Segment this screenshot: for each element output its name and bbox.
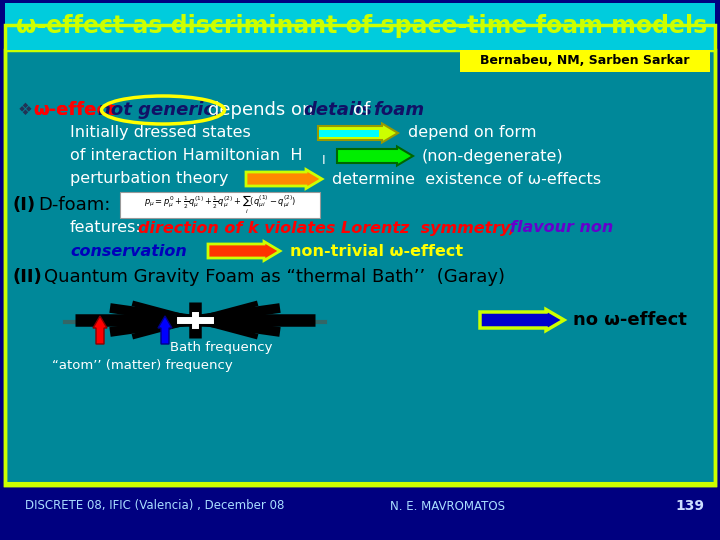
Text: 139: 139 bbox=[675, 499, 704, 513]
Text: (II): (II) bbox=[12, 268, 42, 286]
Text: no ω-effect: no ω-effect bbox=[573, 311, 687, 329]
Text: ω-effect: ω-effect bbox=[33, 101, 116, 119]
Text: “atom’’ (matter) frequency: “atom’’ (matter) frequency bbox=[52, 359, 233, 372]
Text: (I): (I) bbox=[12, 196, 35, 214]
Bar bbox=[5, 3, 715, 50]
Text: flavour non: flavour non bbox=[510, 220, 613, 235]
Text: of interaction Hamiltonian  H: of interaction Hamiltonian H bbox=[70, 148, 302, 164]
FancyArrow shape bbox=[319, 130, 379, 137]
Text: foam: foam bbox=[373, 101, 424, 119]
FancyArrow shape bbox=[93, 316, 107, 344]
Text: D-foam:: D-foam: bbox=[38, 196, 110, 214]
Text: DISCRETE 08, IFIC (Valencia) , December 08: DISCRETE 08, IFIC (Valencia) , December … bbox=[25, 500, 284, 512]
Text: Bath frequency: Bath frequency bbox=[170, 341, 272, 354]
Text: ω-effect as discriminant of space-time foam models: ω-effect as discriminant of space-time f… bbox=[17, 14, 708, 38]
Bar bbox=[5, 25, 715, 485]
Text: of: of bbox=[353, 101, 370, 119]
Bar bbox=[460, 50, 710, 72]
Text: Bernabeu, NM, Sarben Sarkar: Bernabeu, NM, Sarben Sarkar bbox=[480, 55, 690, 68]
Text: details: details bbox=[303, 101, 372, 119]
FancyArrow shape bbox=[337, 146, 413, 165]
Text: perturbation theory: perturbation theory bbox=[70, 172, 228, 186]
Bar bbox=[120, 192, 320, 218]
Text: conservation: conservation bbox=[70, 244, 186, 259]
Text: Quantum Gravity Foam as “thermal Bath’’  (Garay): Quantum Gravity Foam as “thermal Bath’’ … bbox=[44, 268, 505, 286]
FancyArrow shape bbox=[318, 124, 398, 143]
Text: features:: features: bbox=[70, 220, 142, 235]
Text: ❖: ❖ bbox=[18, 101, 33, 119]
Text: N. E. MAVROMATOS: N. E. MAVROMATOS bbox=[390, 500, 505, 512]
Text: (non-degenerate): (non-degenerate) bbox=[422, 148, 564, 164]
FancyArrow shape bbox=[480, 309, 564, 330]
Text: depends on: depends on bbox=[208, 101, 313, 119]
Text: determine  existence of ω-effects: determine existence of ω-effects bbox=[332, 172, 601, 186]
FancyArrow shape bbox=[208, 241, 280, 260]
Bar bbox=[5, 50, 715, 485]
Text: depend on form: depend on form bbox=[408, 125, 536, 140]
Text: I: I bbox=[322, 154, 325, 167]
Text: direction of k violates Lorentz  symmetry,: direction of k violates Lorentz symmetry… bbox=[138, 220, 516, 235]
Text: $p_\mu = p_\mu^0 + \frac{1}{2}q_\mu^{(1)} + \frac{1}{2}q_\mu^{(2)} + \sum_i (q_{: $p_\mu = p_\mu^0 + \frac{1}{2}q_\mu^{(1)… bbox=[144, 194, 296, 216]
FancyArrow shape bbox=[246, 170, 322, 188]
FancyArrow shape bbox=[158, 316, 172, 344]
Text: Initially dressed states: Initially dressed states bbox=[70, 125, 251, 140]
Text: non-trivial ω-effect: non-trivial ω-effect bbox=[290, 244, 463, 259]
Text: ω-effe: ω-effe bbox=[33, 101, 96, 119]
Text: not generic,: not generic, bbox=[98, 101, 221, 119]
